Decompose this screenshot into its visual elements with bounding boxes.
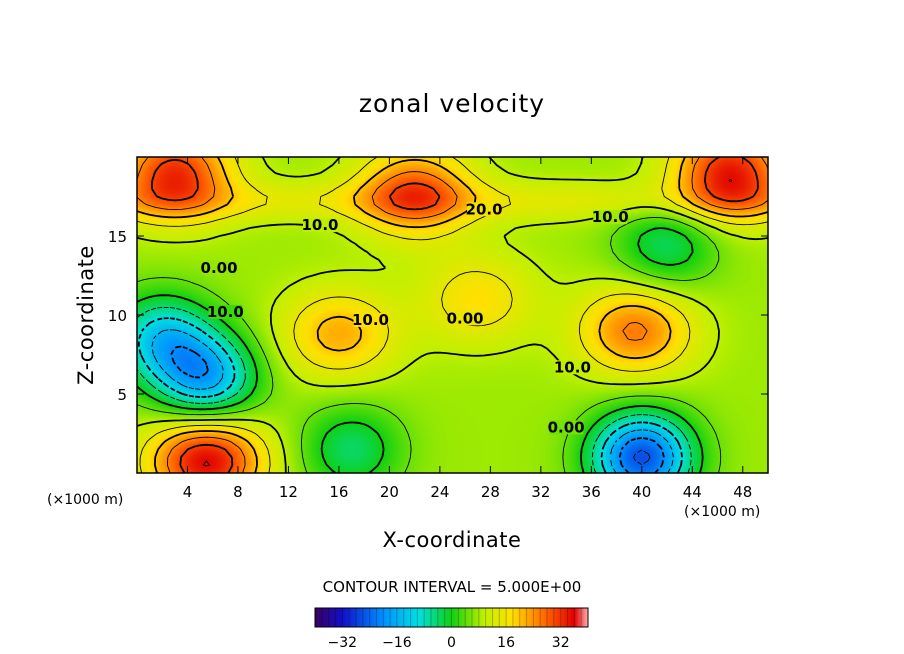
x-units-left: (×1000 m) bbox=[47, 492, 123, 508]
contour-line bbox=[137, 216, 722, 473]
colorbar bbox=[314, 607, 589, 628]
contour-line bbox=[137, 317, 683, 473]
x-units-right: (×1000 m) bbox=[684, 504, 760, 520]
contour-label-bg bbox=[302, 218, 337, 233]
colorbar-tick-label: −32 bbox=[328, 635, 358, 651]
contour-line bbox=[170, 345, 665, 473]
contour-label: 0.00 bbox=[447, 309, 484, 327]
y-tick-label: 5 bbox=[117, 386, 127, 404]
contour-line bbox=[137, 157, 768, 473]
contour-label: 10.0 bbox=[592, 208, 629, 226]
colorbar-ticks: −32 −16 0 16 32 bbox=[328, 635, 570, 651]
contour-label-bg bbox=[549, 420, 584, 435]
contour-labels: 20.0 10.0 10.0 0.00 10.0 10.0 0.00 10.0 0.00 bbox=[201, 200, 629, 436]
x-tick-label: 40 bbox=[632, 483, 651, 501]
contour-interval-label: CONTOUR INTERVAL = 5.000E+00 bbox=[323, 578, 582, 596]
y-axis-ticks: 5 10 15 bbox=[108, 228, 768, 404]
contour-label-bg bbox=[208, 305, 243, 319]
colorbar-tick-label: 32 bbox=[552, 635, 570, 651]
x-axis-title: X-coordinate bbox=[383, 528, 522, 552]
contour-line bbox=[633, 449, 651, 465]
contour-line bbox=[150, 157, 759, 473]
colorbar-tick-label: 0 bbox=[447, 635, 456, 651]
contour-line bbox=[151, 329, 674, 473]
contour-label-bg bbox=[593, 210, 628, 225]
x-tick-label: 32 bbox=[531, 483, 550, 501]
contour-line bbox=[137, 157, 768, 473]
chart-title: zonal velocity bbox=[359, 89, 545, 118]
contour-label-bg bbox=[555, 360, 590, 375]
contour-label: 0.00 bbox=[201, 259, 238, 277]
contour-label: 10.0 bbox=[207, 303, 244, 321]
x-tick-label: 4 bbox=[183, 483, 193, 501]
x-tick-label: 28 bbox=[481, 483, 500, 501]
colorbar-tick-label: −16 bbox=[382, 635, 412, 651]
contour-lines bbox=[137, 157, 768, 473]
contour-label-bg bbox=[467, 202, 502, 217]
contour-label: 20.0 bbox=[466, 200, 503, 218]
x-tick-label: 8 bbox=[233, 483, 243, 501]
contour-label: 10.0 bbox=[301, 216, 338, 234]
y-axis-title: Z-coordinate bbox=[74, 245, 98, 385]
colorbar-stripes bbox=[321, 608, 582, 627]
x-tick-label: 12 bbox=[279, 483, 298, 501]
x-tick-label: 24 bbox=[430, 483, 449, 501]
contour-line bbox=[137, 227, 704, 473]
x-tick-label: 36 bbox=[582, 483, 601, 501]
contour-label: 10.0 bbox=[352, 311, 389, 329]
x-tick-label: 20 bbox=[380, 483, 399, 501]
contour-label: 0.00 bbox=[548, 418, 585, 436]
contour-line bbox=[137, 306, 692, 473]
contour-label-bg bbox=[202, 260, 237, 275]
y-tick-label: 15 bbox=[108, 228, 127, 246]
x-axis-ticks: 4 8 12 16 20 24 28 32 36 40 44 48 bbox=[183, 157, 752, 501]
colorbar-tick-label: 16 bbox=[497, 635, 515, 651]
x-tick-label: 16 bbox=[329, 483, 348, 501]
contour-label-bg bbox=[448, 311, 483, 326]
y-tick-label: 10 bbox=[108, 307, 127, 325]
contour-label-bg bbox=[353, 312, 388, 327]
x-tick-label: 48 bbox=[733, 483, 752, 501]
contour-line bbox=[137, 157, 768, 473]
contour-label: 10.0 bbox=[554, 358, 591, 376]
contour-line bbox=[202, 178, 733, 467]
x-tick-label: 44 bbox=[683, 483, 702, 501]
